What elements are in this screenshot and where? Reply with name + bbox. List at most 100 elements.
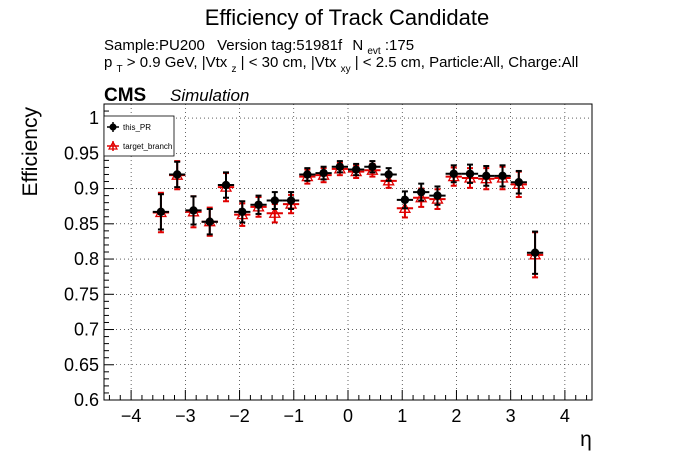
- vtxz-subscript: z: [231, 64, 236, 75]
- grid-lines: [104, 104, 592, 400]
- axis-ticks: [104, 103, 588, 401]
- marker-circle: [270, 196, 279, 205]
- marker-circle: [351, 165, 361, 174]
- data-point: [217, 171, 235, 199]
- marker-circle: [319, 168, 328, 178]
- data-point: [282, 191, 300, 211]
- marker-circle: [498, 171, 507, 181]
- data-point: [445, 164, 462, 184]
- legend-label: this_PR: [123, 123, 151, 132]
- y-tick-label: 0.95: [64, 143, 99, 163]
- marker-circle: [238, 207, 247, 217]
- y-tick-label: 0.8: [74, 249, 99, 269]
- marker-circle: [156, 207, 166, 217]
- marker-circle: [449, 169, 458, 178]
- data-point: [478, 165, 495, 187]
- marker-circle: [384, 170, 393, 179]
- chart-subtitle-line2: p T > 0.9 GeV, |Vtx z | < 30 cm, |Vtx xy…: [104, 54, 578, 76]
- legend-entry-target_branch: target_branch: [107, 140, 172, 151]
- data-point: [169, 160, 186, 189]
- chart-title: Efficiency of Track Candidate: [205, 5, 490, 30]
- x-tick-label: 2: [451, 406, 461, 426]
- y-tick-label: 0.65: [64, 355, 99, 375]
- marker-circle: [530, 248, 540, 257]
- cms-label: CMS: [104, 85, 146, 106]
- y-tick-label: 1: [89, 108, 99, 128]
- y-tick-label: 0.7: [74, 320, 99, 340]
- x-tick-label: −2: [229, 406, 250, 426]
- legend-label: target_branch: [123, 142, 172, 151]
- x-tick-label: −1: [284, 406, 305, 426]
- cut-text-1: > 0.9 GeV, |Vtx: [127, 54, 228, 71]
- x-tick-label: 1: [397, 406, 407, 426]
- marker-circle: [433, 191, 442, 200]
- marker-circle: [465, 169, 475, 178]
- series-this_PR: [152, 160, 544, 275]
- legend-marker: [107, 140, 119, 150]
- data-point: [315, 165, 332, 181]
- legend-marker: [109, 123, 117, 131]
- y-tick-label: 0.75: [64, 284, 99, 304]
- x-axis-label: η: [580, 428, 592, 451]
- x-tick-label: −4: [121, 406, 142, 426]
- marker-circle: [286, 196, 296, 205]
- data-point: [185, 195, 202, 226]
- data-point: [299, 167, 316, 182]
- x-tick-label: 0: [343, 406, 353, 426]
- y-tick-label: 0.85: [64, 214, 99, 234]
- x-tick-label: 4: [560, 406, 570, 426]
- y-tick-label: 0.6: [74, 390, 99, 410]
- data-point: [234, 200, 251, 224]
- marker-triangle: [268, 206, 281, 218]
- pt-subscript: T: [117, 64, 123, 75]
- data-point: [526, 230, 544, 275]
- marker-circle: [482, 171, 491, 181]
- data-point: [266, 191, 283, 211]
- marker-circle: [400, 195, 410, 205]
- marker-triangle: [415, 191, 428, 203]
- nevt-subscript: evt: [367, 46, 381, 57]
- data-point: [461, 163, 479, 184]
- marker-circle: [221, 180, 231, 190]
- data-point: [396, 190, 414, 210]
- data-point: [380, 167, 397, 182]
- data-point: [364, 160, 381, 174]
- version-label: Version tag:51981f: [217, 37, 343, 54]
- legend: this_PR target_branch: [103, 115, 175, 157]
- y-tick-label: 0.9: [74, 179, 99, 199]
- legend-entry-this_PR: this_PR: [107, 122, 151, 132]
- sample-label: Sample:PU200: [104, 37, 205, 54]
- data-point: [152, 193, 170, 231]
- data-point: [331, 160, 348, 174]
- chart-subtitle-line1: Sample:PU200 Version tag:51981f N evt :1…: [104, 37, 414, 58]
- nevt-label: N: [352, 37, 363, 54]
- data-point: [429, 185, 446, 206]
- marker-circle: [303, 170, 312, 179]
- cut-text-3: | < 2.5 cm, Particle:All, Charge:All: [355, 54, 579, 71]
- marker-circle: [254, 200, 263, 209]
- data-point: [494, 164, 511, 188]
- x-tick-label: 3: [506, 406, 516, 426]
- vtxxy-subscript: xy: [341, 64, 351, 75]
- data-point: [201, 208, 218, 236]
- pt-label: p: [104, 54, 112, 71]
- marker-circle: [417, 187, 426, 197]
- data-point: [510, 169, 527, 195]
- data-point: [348, 162, 365, 177]
- data-series: [152, 160, 544, 279]
- data-point: [413, 182, 430, 202]
- nevt-value: :175: [385, 37, 414, 54]
- marker-circle: [335, 162, 345, 171]
- marker-circle: [514, 178, 523, 187]
- cut-text-2: | < 30 cm, |Vtx: [241, 54, 337, 71]
- marker-circle: [205, 217, 214, 226]
- data-point: [250, 194, 267, 215]
- marker-circle: [173, 170, 182, 179]
- y-axis-label: Efficiency: [19, 107, 42, 197]
- tick-labels: −4 −3 −2 −1 0 1 2 3 4 0.6 0.65 0.7 0.75 0.8 0.85 0.9 0.9…: [64, 108, 570, 426]
- cms-sublabel: Simulation: [170, 86, 249, 105]
- marker-circle: [368, 162, 377, 171]
- marker-circle: [189, 206, 198, 215]
- x-tick-label: −3: [175, 406, 196, 426]
